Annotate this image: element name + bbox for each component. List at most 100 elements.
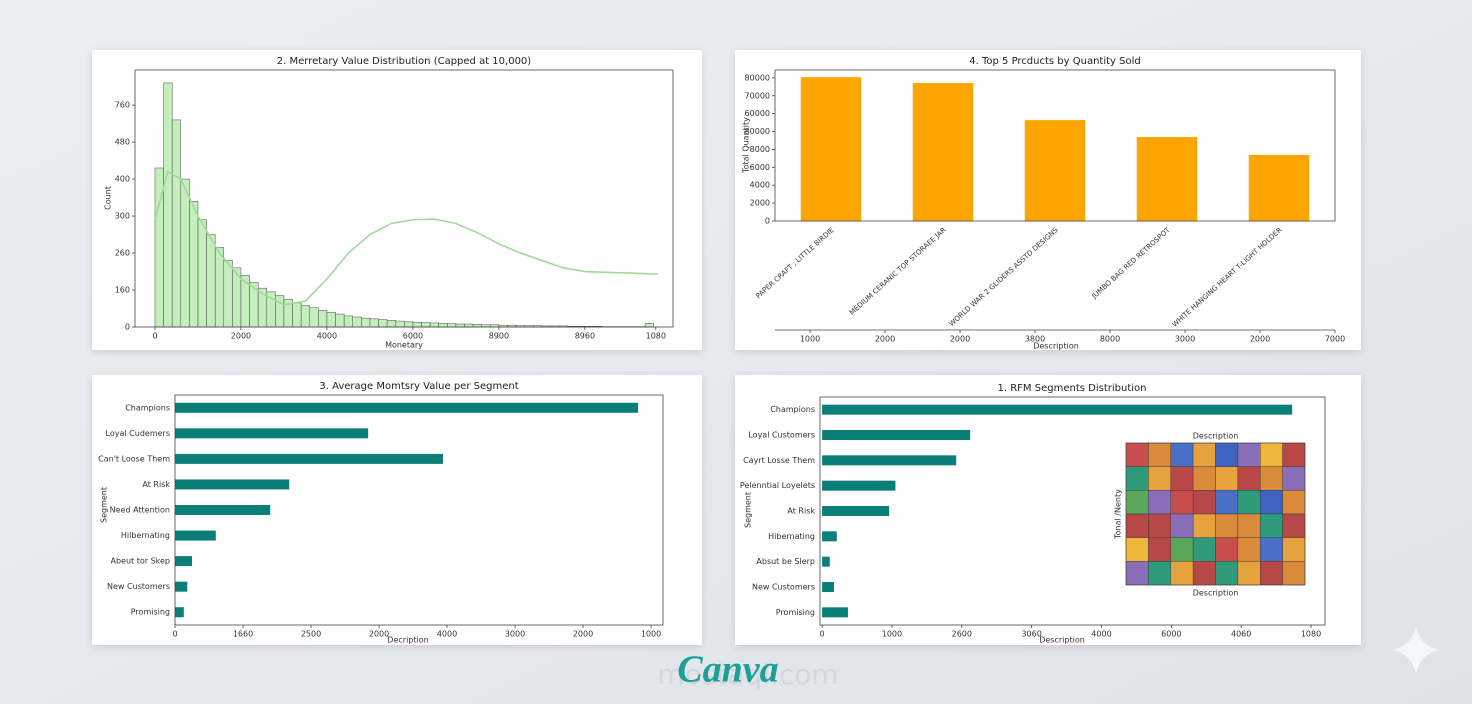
watermark-brand: Canva	[677, 649, 778, 691]
bar	[822, 556, 830, 567]
inset-cell	[1215, 513, 1239, 538]
y-tick-label: 4000	[750, 181, 770, 190]
inset-cell	[1192, 466, 1216, 491]
x-tick-label: 2000	[1250, 335, 1270, 344]
y-tick-label: 160	[115, 286, 130, 295]
inset-cell	[1237, 537, 1261, 562]
y-tick-label: 0	[125, 323, 130, 332]
y-axis-label: Count	[104, 186, 113, 210]
y-axis-label: Segment	[744, 492, 753, 528]
bar	[175, 530, 216, 541]
hist-bar	[300, 305, 310, 328]
y-tick-label: 300	[115, 212, 130, 221]
inset-cell	[1170, 466, 1194, 491]
bar	[175, 453, 443, 464]
inset-cell	[1237, 466, 1261, 491]
inset-cell	[1215, 561, 1239, 586]
x-tick-label: 8900	[489, 332, 509, 341]
hist-bar	[223, 260, 233, 328]
bar	[822, 531, 837, 542]
hist-bar	[412, 321, 422, 328]
x-tick-label: 7000	[1325, 335, 1345, 344]
inset-cell	[1215, 490, 1239, 515]
inset-cell	[1148, 561, 1171, 586]
x-tick-label: 3000	[1175, 335, 1195, 344]
y-tick-label: Hilbernating	[121, 531, 170, 540]
y-tick-label: 60000	[745, 109, 770, 118]
bar	[175, 402, 639, 413]
y-tick-label: 2000	[750, 199, 770, 208]
inset-cell	[1148, 442, 1171, 467]
inset-cell	[1237, 513, 1261, 538]
x-axis-label: Decription	[387, 636, 428, 645]
inset-cell	[1192, 561, 1216, 586]
inset-cell	[1148, 466, 1171, 491]
y-tick-label: New Customers	[752, 583, 815, 592]
kde-line	[154, 170, 658, 306]
bar	[912, 83, 974, 221]
inset-cell	[1282, 513, 1306, 538]
inset-cell	[1260, 537, 1283, 562]
hist-bar	[438, 323, 448, 328]
y-tick-label: Can't Loose Them	[98, 454, 170, 463]
x-tick-label: 3000	[505, 630, 525, 639]
hist-bar	[309, 307, 319, 328]
inset-cell	[1125, 561, 1149, 586]
x-tick-label: 2000	[369, 630, 389, 639]
y-tick-label: Cayrt Losse Them	[743, 456, 815, 465]
bar	[822, 404, 1293, 415]
x-axis-label: Description	[1033, 342, 1079, 351]
bar	[822, 430, 971, 440]
x-tick-label: 4000	[437, 630, 457, 639]
inset-cell	[1170, 490, 1194, 515]
x-tick-label: 4060	[1231, 630, 1251, 639]
inset-cell	[1192, 513, 1216, 538]
y-tick-label: 400	[115, 175, 130, 184]
y-tick-label: Pelenntial Loyelets	[740, 481, 815, 490]
inset-cell	[1282, 537, 1306, 562]
inset-x-label: Description	[1193, 589, 1239, 598]
chart-title: 2. Merretary Value Distribution (Capped …	[277, 56, 531, 67]
hist-bar	[214, 247, 225, 328]
hist-bar	[447, 323, 457, 328]
plot-frame	[134, 69, 674, 328]
x-tick-label: 2600	[952, 630, 972, 639]
x-tick-label: 4000	[317, 332, 337, 341]
inset-cell	[1282, 442, 1306, 467]
hist-bar	[292, 302, 302, 328]
plot-frame	[174, 394, 664, 626]
inset-cell	[1125, 490, 1149, 515]
y-tick-label: 80000	[745, 127, 770, 136]
y-tick-label: 70000	[745, 91, 770, 100]
inset-cell	[1260, 561, 1283, 586]
inset-cell	[1125, 466, 1149, 491]
x-tick-label: 8960	[575, 332, 595, 341]
hist-bar	[335, 313, 345, 328]
inset-cell	[1192, 442, 1216, 467]
bar	[175, 556, 193, 567]
inset-cell	[1237, 442, 1261, 467]
hist-bar	[206, 234, 216, 328]
hist-bar	[386, 320, 396, 328]
y-tick-label: Champions	[125, 403, 170, 412]
x-tick-label: 2500	[301, 630, 321, 639]
bar	[800, 77, 862, 221]
inset-cell	[1125, 442, 1149, 467]
inset-cell	[1260, 513, 1283, 538]
inset-title: Description	[1193, 432, 1239, 441]
x-tick-label: 2000	[875, 335, 895, 344]
y-tick-label: 80000	[745, 73, 770, 82]
x-tick-label: 0	[172, 630, 177, 639]
inset-cell	[1282, 466, 1306, 491]
inset-cell	[1170, 537, 1194, 562]
y-tick-label: Promising	[131, 608, 170, 617]
x-axis-label: Monetary	[385, 341, 423, 350]
inset-cell	[1237, 561, 1261, 586]
hist-bar	[189, 201, 199, 328]
inset-cell	[1192, 537, 1216, 562]
inset-cell	[1215, 442, 1239, 467]
y-tick-label: Champions	[770, 405, 815, 414]
inset-cell	[1170, 561, 1194, 586]
x-tick-label: 0	[820, 630, 825, 639]
y-axis-label: Total Quantity	[742, 117, 751, 174]
